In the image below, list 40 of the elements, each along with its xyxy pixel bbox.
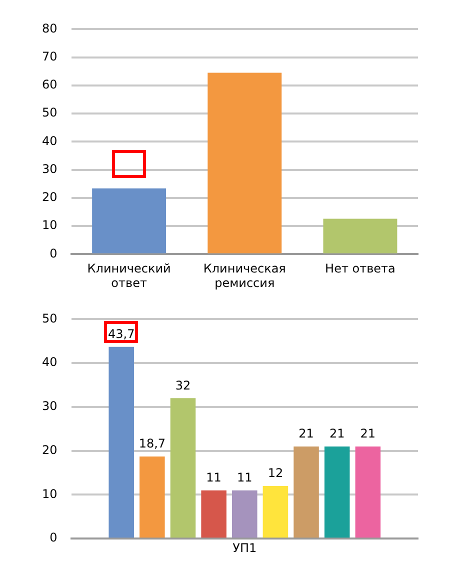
y-tick-label: 30 <box>42 162 58 176</box>
bar <box>324 446 350 538</box>
y-tick-label: 20 <box>42 190 58 204</box>
y-tick-label: 50 <box>42 106 58 120</box>
bar <box>232 490 258 538</box>
data-label: 12 <box>268 466 284 480</box>
bar <box>208 72 282 254</box>
bar <box>140 456 165 538</box>
bar <box>92 188 166 254</box>
y-tick-label: 10 <box>42 486 58 501</box>
x-tick-label: Клинический ответ <box>87 262 171 290</box>
bar <box>294 446 319 538</box>
y-tick-label: 0 <box>50 530 58 545</box>
data-label: 32 <box>175 378 191 392</box>
y-tick-label: 10 <box>42 218 58 232</box>
data-label: 21 <box>298 426 314 441</box>
bar <box>108 346 134 538</box>
bar <box>170 398 196 538</box>
data-label: 18,7 <box>138 436 166 451</box>
bar <box>201 490 226 538</box>
bar <box>262 486 288 538</box>
y-tick-label: 40 <box>42 355 58 370</box>
y-tick-label: 50 <box>42 311 58 326</box>
y-tick-label: 80 <box>42 21 58 36</box>
y-tick-label: 70 <box>42 49 58 64</box>
data-label: 43,7 <box>108 326 135 341</box>
y-tick-label: 0 <box>50 246 58 260</box>
y-tick-label: 30 <box>42 399 58 414</box>
bar <box>355 446 381 538</box>
data-label: 21 <box>329 426 345 441</box>
x-tick-label: Клиническая ремиссия <box>203 262 286 290</box>
y-tick-label: 20 <box>42 442 58 457</box>
x-tick-label: УП1 <box>232 540 257 555</box>
x-tick-label: Нет ответа <box>325 262 396 276</box>
data-label: 11 <box>206 470 222 484</box>
y-tick-label: 60 <box>42 78 58 92</box>
data-label: 21 <box>360 426 376 441</box>
bar <box>323 218 398 254</box>
data-label: 11 <box>236 470 252 484</box>
y-tick-label: 40 <box>42 134 58 148</box>
